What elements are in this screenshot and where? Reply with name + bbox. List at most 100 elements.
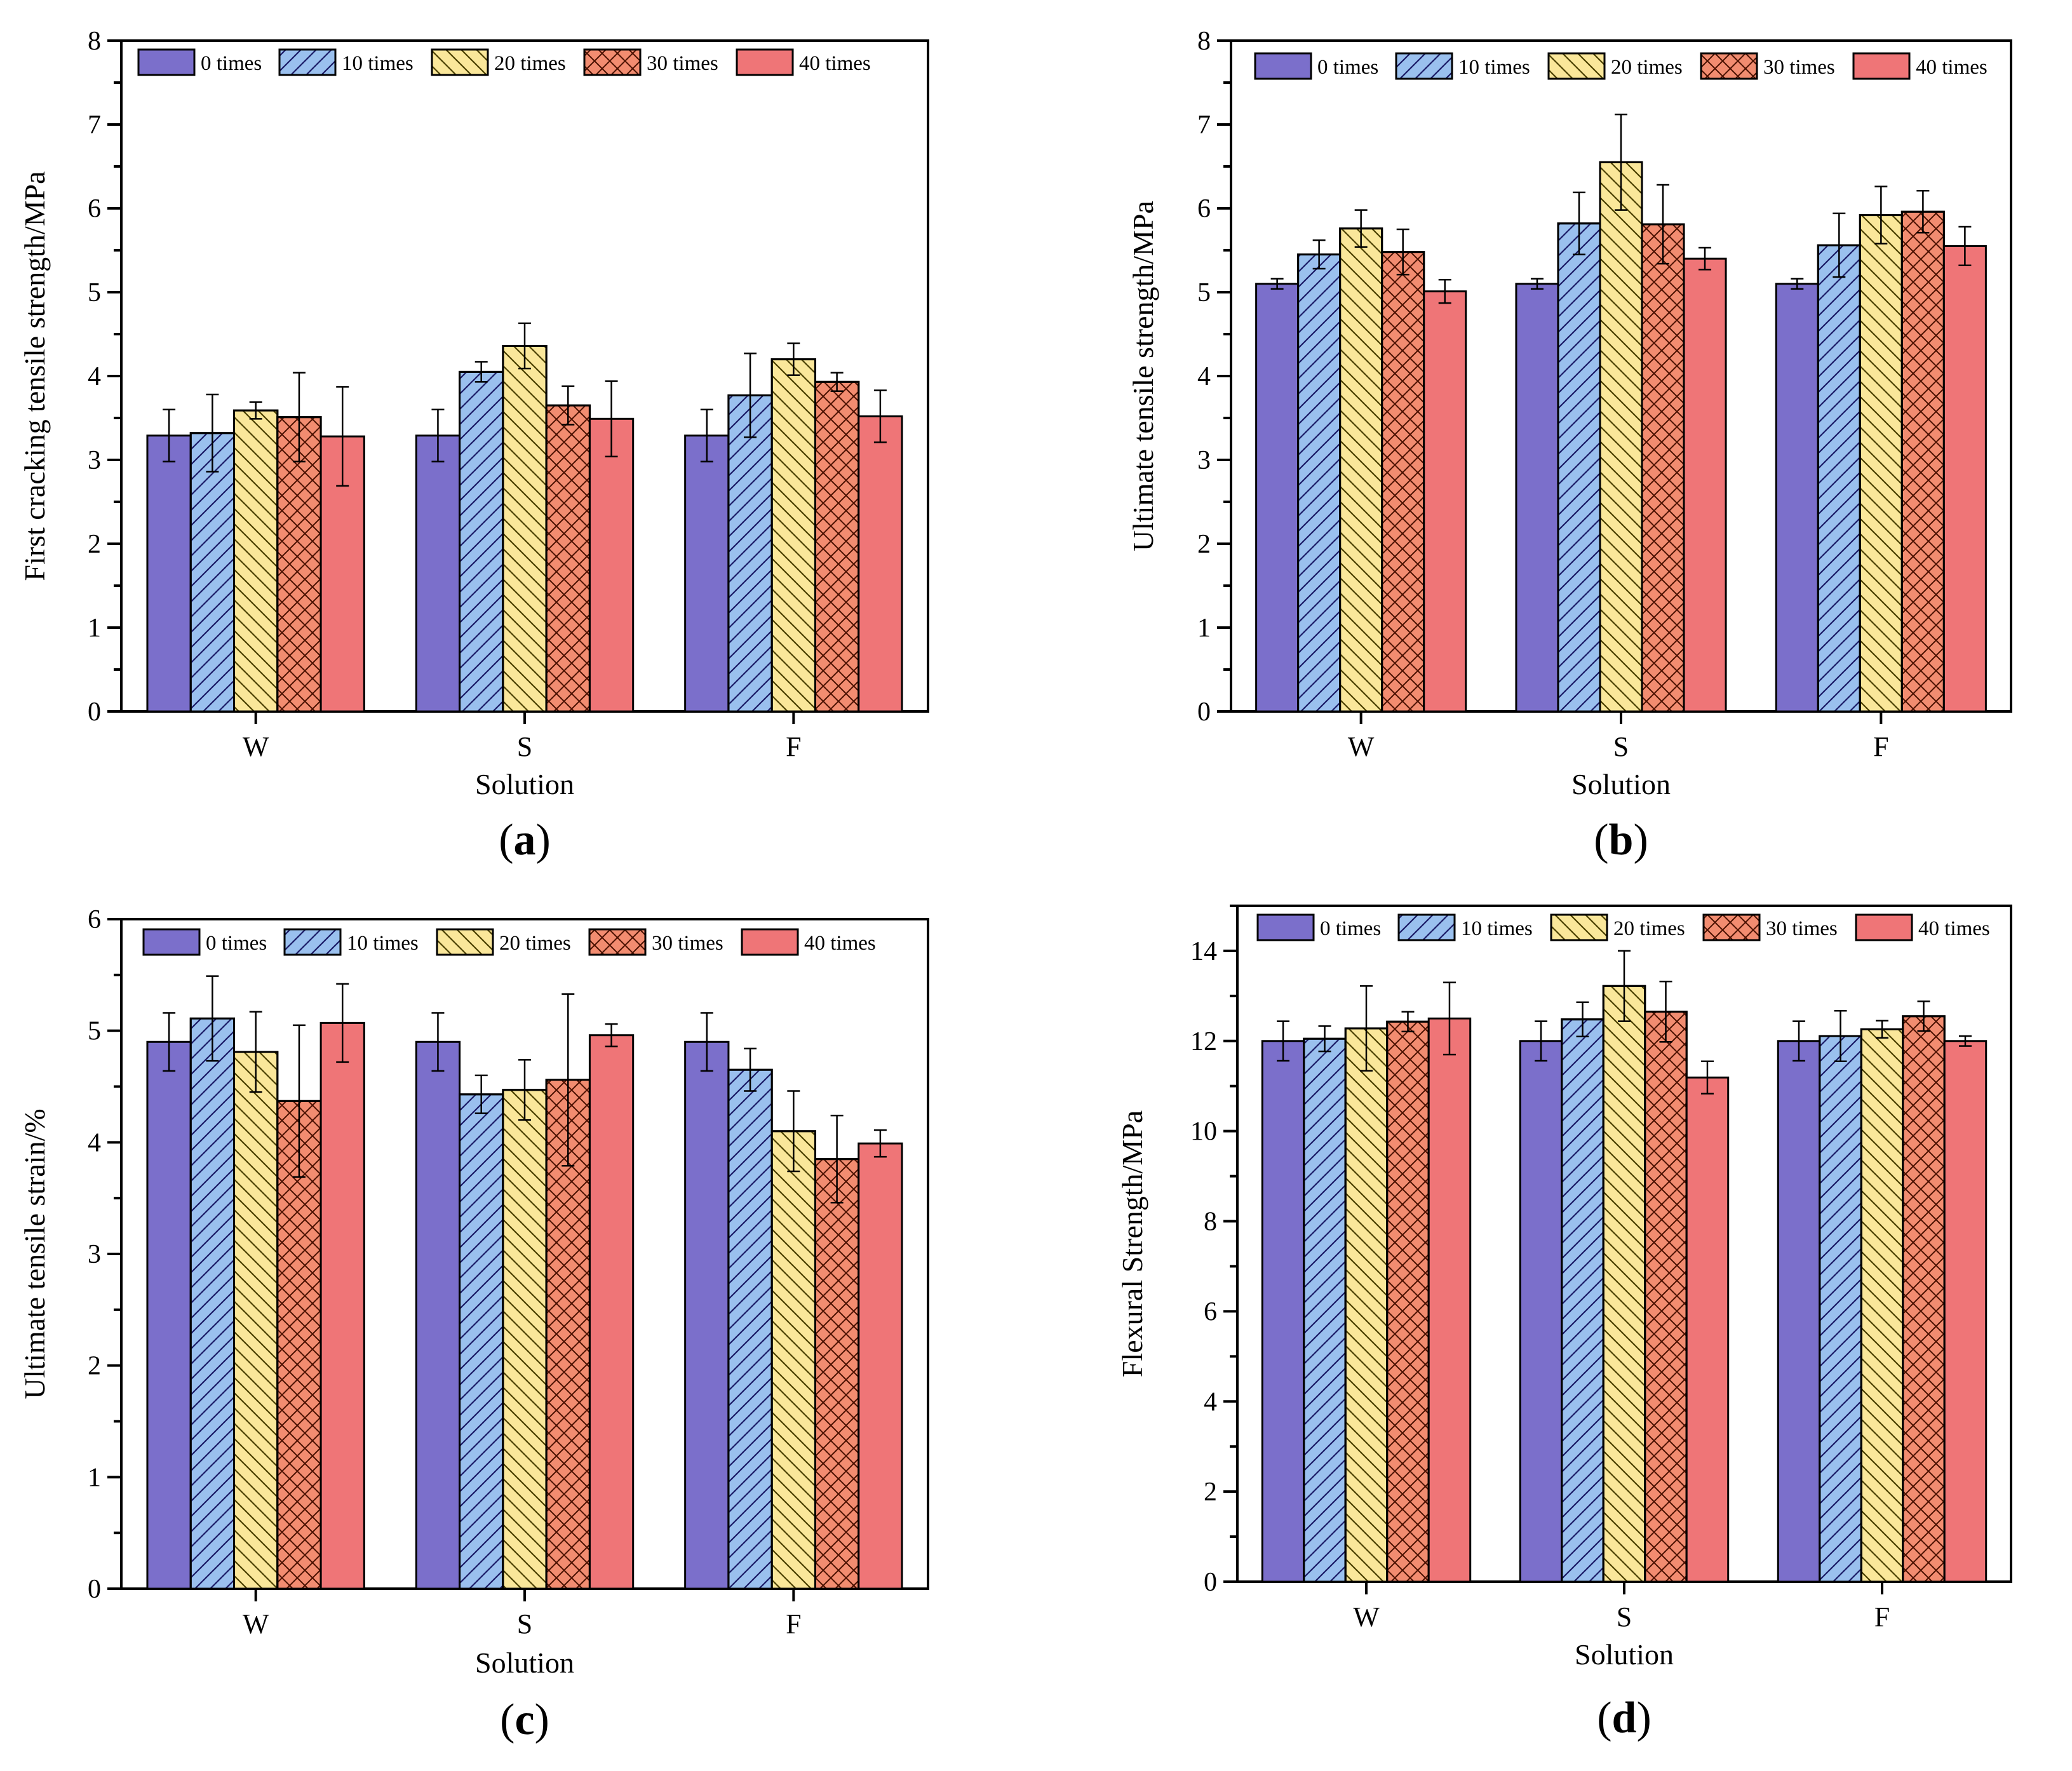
bar-S-0-times bbox=[1519, 1040, 1563, 1583]
y-tick-label: 6 bbox=[88, 905, 101, 934]
bar-hatch bbox=[276, 1100, 322, 1590]
y-tick-label: 0 bbox=[1197, 697, 1211, 727]
legend-label: 0 times bbox=[1320, 917, 1381, 940]
chart-panel-c: 0 1 2 3 4 5 6 W S F 0 times 10 times 20 times 30 time… bbox=[18, 905, 929, 1744]
x-axis-title: Solution bbox=[1575, 1638, 1674, 1671]
x-tick-label-S: S bbox=[517, 1608, 532, 1640]
legend-label: 40 times bbox=[1916, 56, 1988, 79]
panel-letter: b bbox=[1609, 816, 1634, 865]
y-tick-label: 2 bbox=[88, 1352, 101, 1381]
bar-hatch bbox=[1297, 253, 1342, 713]
y-tick-label: 8 bbox=[1204, 1208, 1217, 1237]
legend-swatch-0-times bbox=[137, 48, 196, 76]
bar-S-40-times bbox=[1683, 257, 1727, 713]
chart-panel-d: 0 2 4 6 8 10 12 14 W S F 0 times 10 times 20 times 30 … bbox=[1116, 905, 2012, 1742]
legend-label: 30 times bbox=[1766, 917, 1838, 940]
y-tick-label: 4 bbox=[1204, 1387, 1217, 1417]
legend-swatch-hatch bbox=[431, 48, 489, 76]
chart-panel-b: 0 1 2 3 4 5 6 7 8 W S F 0 times 10 times 20 times 30 ti… bbox=[1127, 27, 2012, 865]
bar-S-0-times bbox=[1515, 283, 1559, 713]
panel-letter: a bbox=[514, 816, 536, 865]
bar-F-40-times bbox=[858, 415, 903, 713]
y-axis-title: Flexural Strength/MPa bbox=[1116, 1110, 1148, 1377]
bar-hatch bbox=[1902, 1015, 1946, 1583]
bar-F-40-times bbox=[858, 1142, 903, 1590]
bar-hatch bbox=[1303, 1037, 1347, 1583]
y-tick-label: 1 bbox=[88, 1463, 101, 1492]
bar-hatch bbox=[1602, 985, 1646, 1583]
bar-hatch bbox=[1817, 244, 1861, 713]
x-tick-label-F: F bbox=[786, 731, 801, 762]
y-tick-label: 14 bbox=[1190, 937, 1217, 966]
legend-swatch-40-times bbox=[1852, 52, 1911, 80]
legend-swatch-40-times bbox=[1855, 913, 1913, 941]
bar-hatch bbox=[770, 358, 816, 713]
legend-swatch-40-times bbox=[741, 928, 799, 956]
bar-hatch bbox=[1644, 1011, 1688, 1583]
y-tick-label: 3 bbox=[88, 1240, 101, 1269]
legend-swatch-hatch bbox=[1395, 52, 1453, 80]
legend-swatch-hatch bbox=[583, 48, 642, 76]
bar-hatch bbox=[1386, 1020, 1430, 1583]
y-axis-title: First cracking tensile strength/MPa bbox=[18, 171, 51, 581]
legend-label: 0 times bbox=[1317, 56, 1378, 79]
bar-hatch bbox=[1860, 1028, 1904, 1583]
legend-label: 20 times bbox=[499, 932, 571, 955]
x-tick-label-S: S bbox=[517, 731, 532, 762]
y-axis-title: Ultimate tensile strength/MPa bbox=[1127, 201, 1159, 551]
legend-label: 0 times bbox=[206, 932, 267, 955]
y-tick-label: 12 bbox=[1190, 1027, 1217, 1056]
bar-hatch bbox=[1561, 1018, 1604, 1583]
bar-S-0-times bbox=[415, 1040, 461, 1590]
panel-label: (b) bbox=[1594, 816, 1648, 865]
x-tick-label-F: F bbox=[786, 1608, 801, 1640]
y-tick-label: 0 bbox=[88, 697, 101, 727]
x-tick-label-W: W bbox=[243, 731, 269, 762]
legend-label: 40 times bbox=[1918, 917, 1990, 940]
bar-hatch bbox=[1344, 1027, 1389, 1583]
legend-label: 10 times bbox=[342, 52, 414, 75]
legend-swatch-0-times bbox=[142, 928, 201, 956]
legend-swatch-hatch bbox=[1550, 913, 1608, 941]
bar-F-40-times bbox=[1943, 1040, 1988, 1583]
y-tick-label: 0 bbox=[88, 1575, 101, 1604]
bar-F-40-times bbox=[1942, 245, 1987, 713]
y-tick-label: 6 bbox=[1204, 1297, 1217, 1326]
y-tick-label: 6 bbox=[1197, 194, 1211, 224]
bar-W-40-times bbox=[320, 1021, 365, 1590]
bar-hatch bbox=[545, 404, 591, 713]
panel-label: (c) bbox=[500, 1695, 549, 1744]
y-tick-label: 5 bbox=[1197, 278, 1211, 307]
x-tick-label-S: S bbox=[1617, 1601, 1632, 1633]
panel-letter: c bbox=[515, 1695, 534, 1744]
legend-label: 30 times bbox=[1763, 56, 1835, 79]
y-tick-label: 5 bbox=[88, 1017, 101, 1046]
bar-hatch bbox=[1339, 227, 1383, 713]
bar-hatch bbox=[233, 1051, 279, 1590]
legend-label: 20 times bbox=[1611, 56, 1683, 79]
y-tick-label: 7 bbox=[88, 111, 101, 140]
bar-hatch bbox=[814, 1158, 860, 1590]
bar-W-40-times bbox=[1427, 1017, 1472, 1583]
x-tick-label-W: W bbox=[1348, 731, 1375, 762]
bar-hatch bbox=[1859, 214, 1903, 713]
y-tick-label: 2 bbox=[1204, 1478, 1217, 1507]
legend-swatch-40-times bbox=[736, 48, 794, 76]
y-tick-label: 3 bbox=[88, 446, 101, 475]
y-tick-label: 4 bbox=[88, 362, 101, 391]
bar-hatch bbox=[459, 370, 504, 713]
y-tick-label: 10 bbox=[1190, 1117, 1217, 1147]
legend-label: 10 times bbox=[1458, 56, 1530, 79]
y-tick-label: 6 bbox=[88, 194, 101, 224]
legend-label: 30 times bbox=[647, 52, 718, 75]
bar-F-0-times bbox=[1777, 1040, 1821, 1583]
x-tick-label-W: W bbox=[243, 1608, 269, 1640]
legend-swatch-hatch bbox=[283, 928, 342, 956]
bar-hatch bbox=[1819, 1035, 1862, 1583]
chart-panel-a: 0 1 2 3 4 5 6 7 8 W S F 0 times 10 times 20 times 30 ti… bbox=[18, 27, 929, 865]
y-tick-label: 7 bbox=[1197, 111, 1211, 140]
bar-hatch bbox=[1900, 210, 1945, 713]
bar-hatch bbox=[459, 1093, 504, 1590]
panel-label: (d) bbox=[1597, 1694, 1652, 1742]
